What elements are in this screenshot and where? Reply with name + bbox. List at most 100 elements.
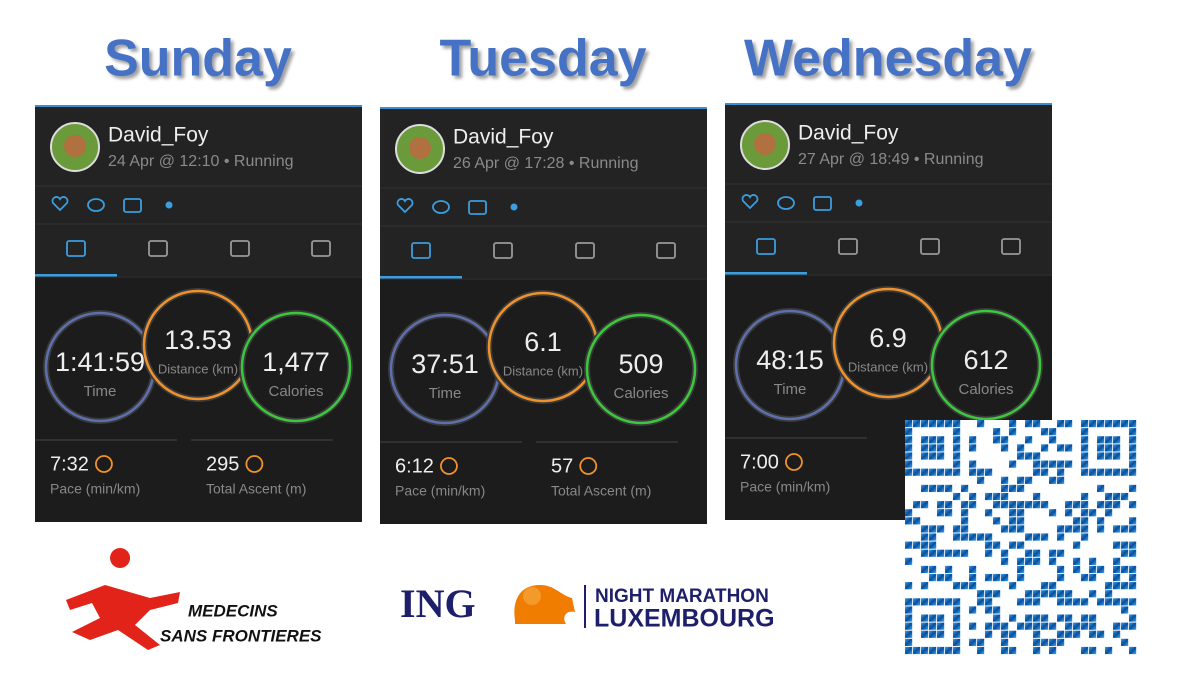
qr-module	[913, 420, 921, 428]
qr-module	[1009, 428, 1017, 436]
qr-module	[929, 565, 937, 574]
day-title: Tuesday	[439, 30, 646, 88]
qr-module	[905, 582, 913, 590]
qr-module	[905, 452, 913, 460]
qr-module	[1121, 606, 1129, 614]
qr-module	[961, 509, 969, 517]
qr-module	[1017, 452, 1025, 460]
qr-module	[1121, 549, 1129, 557]
qr-module	[929, 452, 937, 460]
qr-module	[1129, 484, 1137, 493]
qr-module	[1065, 630, 1073, 638]
qr-module	[1017, 476, 1025, 484]
qr-module	[1041, 533, 1049, 541]
msf-logo: MEDECINS SANS FRONTIERES	[66, 548, 322, 650]
qr-module	[905, 428, 913, 436]
qr-module	[1081, 517, 1089, 525]
qr-module	[1017, 541, 1025, 549]
photo-icon	[813, 196, 832, 211]
qr-module	[1049, 476, 1057, 484]
qr-module	[1001, 444, 1009, 452]
qr-module	[985, 598, 993, 606]
comment-icon	[432, 200, 450, 214]
qr-module	[953, 630, 961, 638]
qr-module	[921, 468, 929, 476]
qr-module	[1057, 444, 1065, 452]
qr-module	[1001, 638, 1009, 646]
ascent-label: Total Ascent (m)	[206, 481, 306, 497]
qr-module	[929, 468, 937, 476]
qr-module	[945, 468, 953, 476]
qr-module	[929, 598, 937, 606]
qr-module	[1057, 549, 1065, 557]
distance-label: Distance (km)	[848, 359, 928, 374]
qr-module	[1089, 565, 1097, 574]
qr-module	[985, 509, 993, 517]
event-text: LUXEMBOURG	[594, 605, 775, 633]
qr-module	[1065, 598, 1073, 606]
pace-icon	[440, 457, 458, 475]
qr-module	[1129, 614, 1137, 622]
qr-module	[985, 541, 993, 549]
qr-module	[929, 525, 937, 533]
qr-module	[969, 501, 977, 509]
qr-module	[1033, 630, 1041, 638]
calories-label: Calories	[268, 383, 323, 400]
qr-module	[1001, 501, 1009, 509]
qr-module	[1105, 492, 1113, 501]
qr-module	[905, 460, 913, 468]
qr-module	[961, 549, 969, 557]
qr-module	[1081, 525, 1089, 533]
qr-module	[969, 622, 977, 630]
activity-panels: Sunday David_Foy 24 Apr @ 12:10 • Running 1…	[35, 30, 1052, 524]
pace-value: 6:12	[395, 455, 434, 477]
distance-label: Distance (km)	[158, 361, 238, 376]
qr-module	[1041, 590, 1049, 598]
qr-module	[1097, 468, 1105, 476]
time-label: Time	[84, 383, 117, 400]
qr-module	[1129, 460, 1137, 468]
qr-module	[1129, 549, 1137, 557]
qr-module	[1001, 557, 1009, 565]
tab-icon	[1001, 238, 1021, 255]
qr-module	[937, 630, 945, 638]
qr-module	[953, 598, 961, 606]
qr-module	[921, 630, 929, 638]
qr-module	[1033, 492, 1041, 501]
qr-module	[977, 638, 985, 646]
qr-module	[921, 622, 929, 630]
qr-module	[993, 606, 1001, 614]
qr-module	[1089, 630, 1097, 638]
tab-icon	[148, 240, 168, 257]
qr-module	[937, 614, 945, 622]
qr-module	[993, 492, 1001, 501]
qr-module	[985, 468, 993, 476]
qr-module	[929, 420, 937, 428]
qr-module	[1017, 622, 1025, 630]
qr-module	[993, 428, 1001, 436]
qr-module	[1105, 444, 1113, 452]
qr-module	[1001, 484, 1009, 493]
qr-module	[1113, 525, 1121, 533]
qr-module	[953, 460, 961, 468]
qr-module	[1017, 484, 1025, 493]
calories-label: Calories	[958, 381, 1013, 398]
qr-module	[1001, 573, 1009, 582]
distance-value: 6.1	[524, 327, 562, 357]
like-icon	[396, 198, 414, 214]
qr-module	[929, 630, 937, 638]
qr-module	[1049, 549, 1057, 557]
qr-module	[921, 614, 929, 622]
time-value: 37:51	[411, 349, 479, 379]
qr-module	[1105, 582, 1113, 590]
qr-module	[1081, 622, 1089, 630]
qr-module	[929, 533, 937, 541]
qr-module	[1009, 646, 1017, 655]
qr-module	[913, 501, 921, 509]
qr-module	[953, 428, 961, 436]
qr-module	[905, 606, 913, 614]
qr-module	[1017, 525, 1025, 533]
qr-module	[977, 646, 985, 655]
qr-module	[1113, 452, 1121, 460]
qr-module	[1105, 501, 1113, 509]
